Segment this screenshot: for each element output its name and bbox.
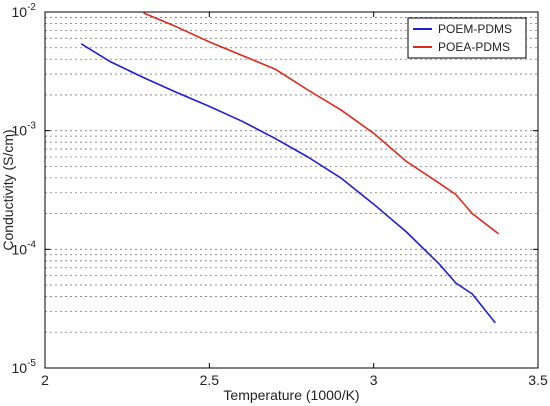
series-line-poea-pdms [143,12,500,235]
y-tick-label: 10-2 [12,2,37,20]
x-axis-label: Temperature (1000/K) [223,387,359,403]
plot-background [45,12,538,368]
y-tick-exponent: -4 [27,239,36,250]
legend: POEM-PDMS POEA-PDMS [407,17,527,59]
y-tick-exponent: -5 [27,358,36,369]
x-tick-label: 3 [370,372,378,388]
y-tick-exponent: -3 [27,121,36,132]
legend-box [407,17,527,59]
y-tick-label: 10-5 [12,358,37,376]
x-tick-label: 2.5 [200,372,220,388]
x-tick-label: 3.5 [528,372,548,388]
series-line-poem-pdms [80,43,496,324]
legend-label-poem-pdms: POEM-PDMS [438,22,512,36]
y-tick-exponent: -2 [27,2,36,13]
x-tick-label: 2 [41,372,49,388]
y-axis-label: Conductivity (S/cm) [0,129,16,250]
series-layer [80,12,500,324]
plot-frame [44,11,539,369]
legend-label-poea-pdms: POEA-PDMS [438,40,510,54]
